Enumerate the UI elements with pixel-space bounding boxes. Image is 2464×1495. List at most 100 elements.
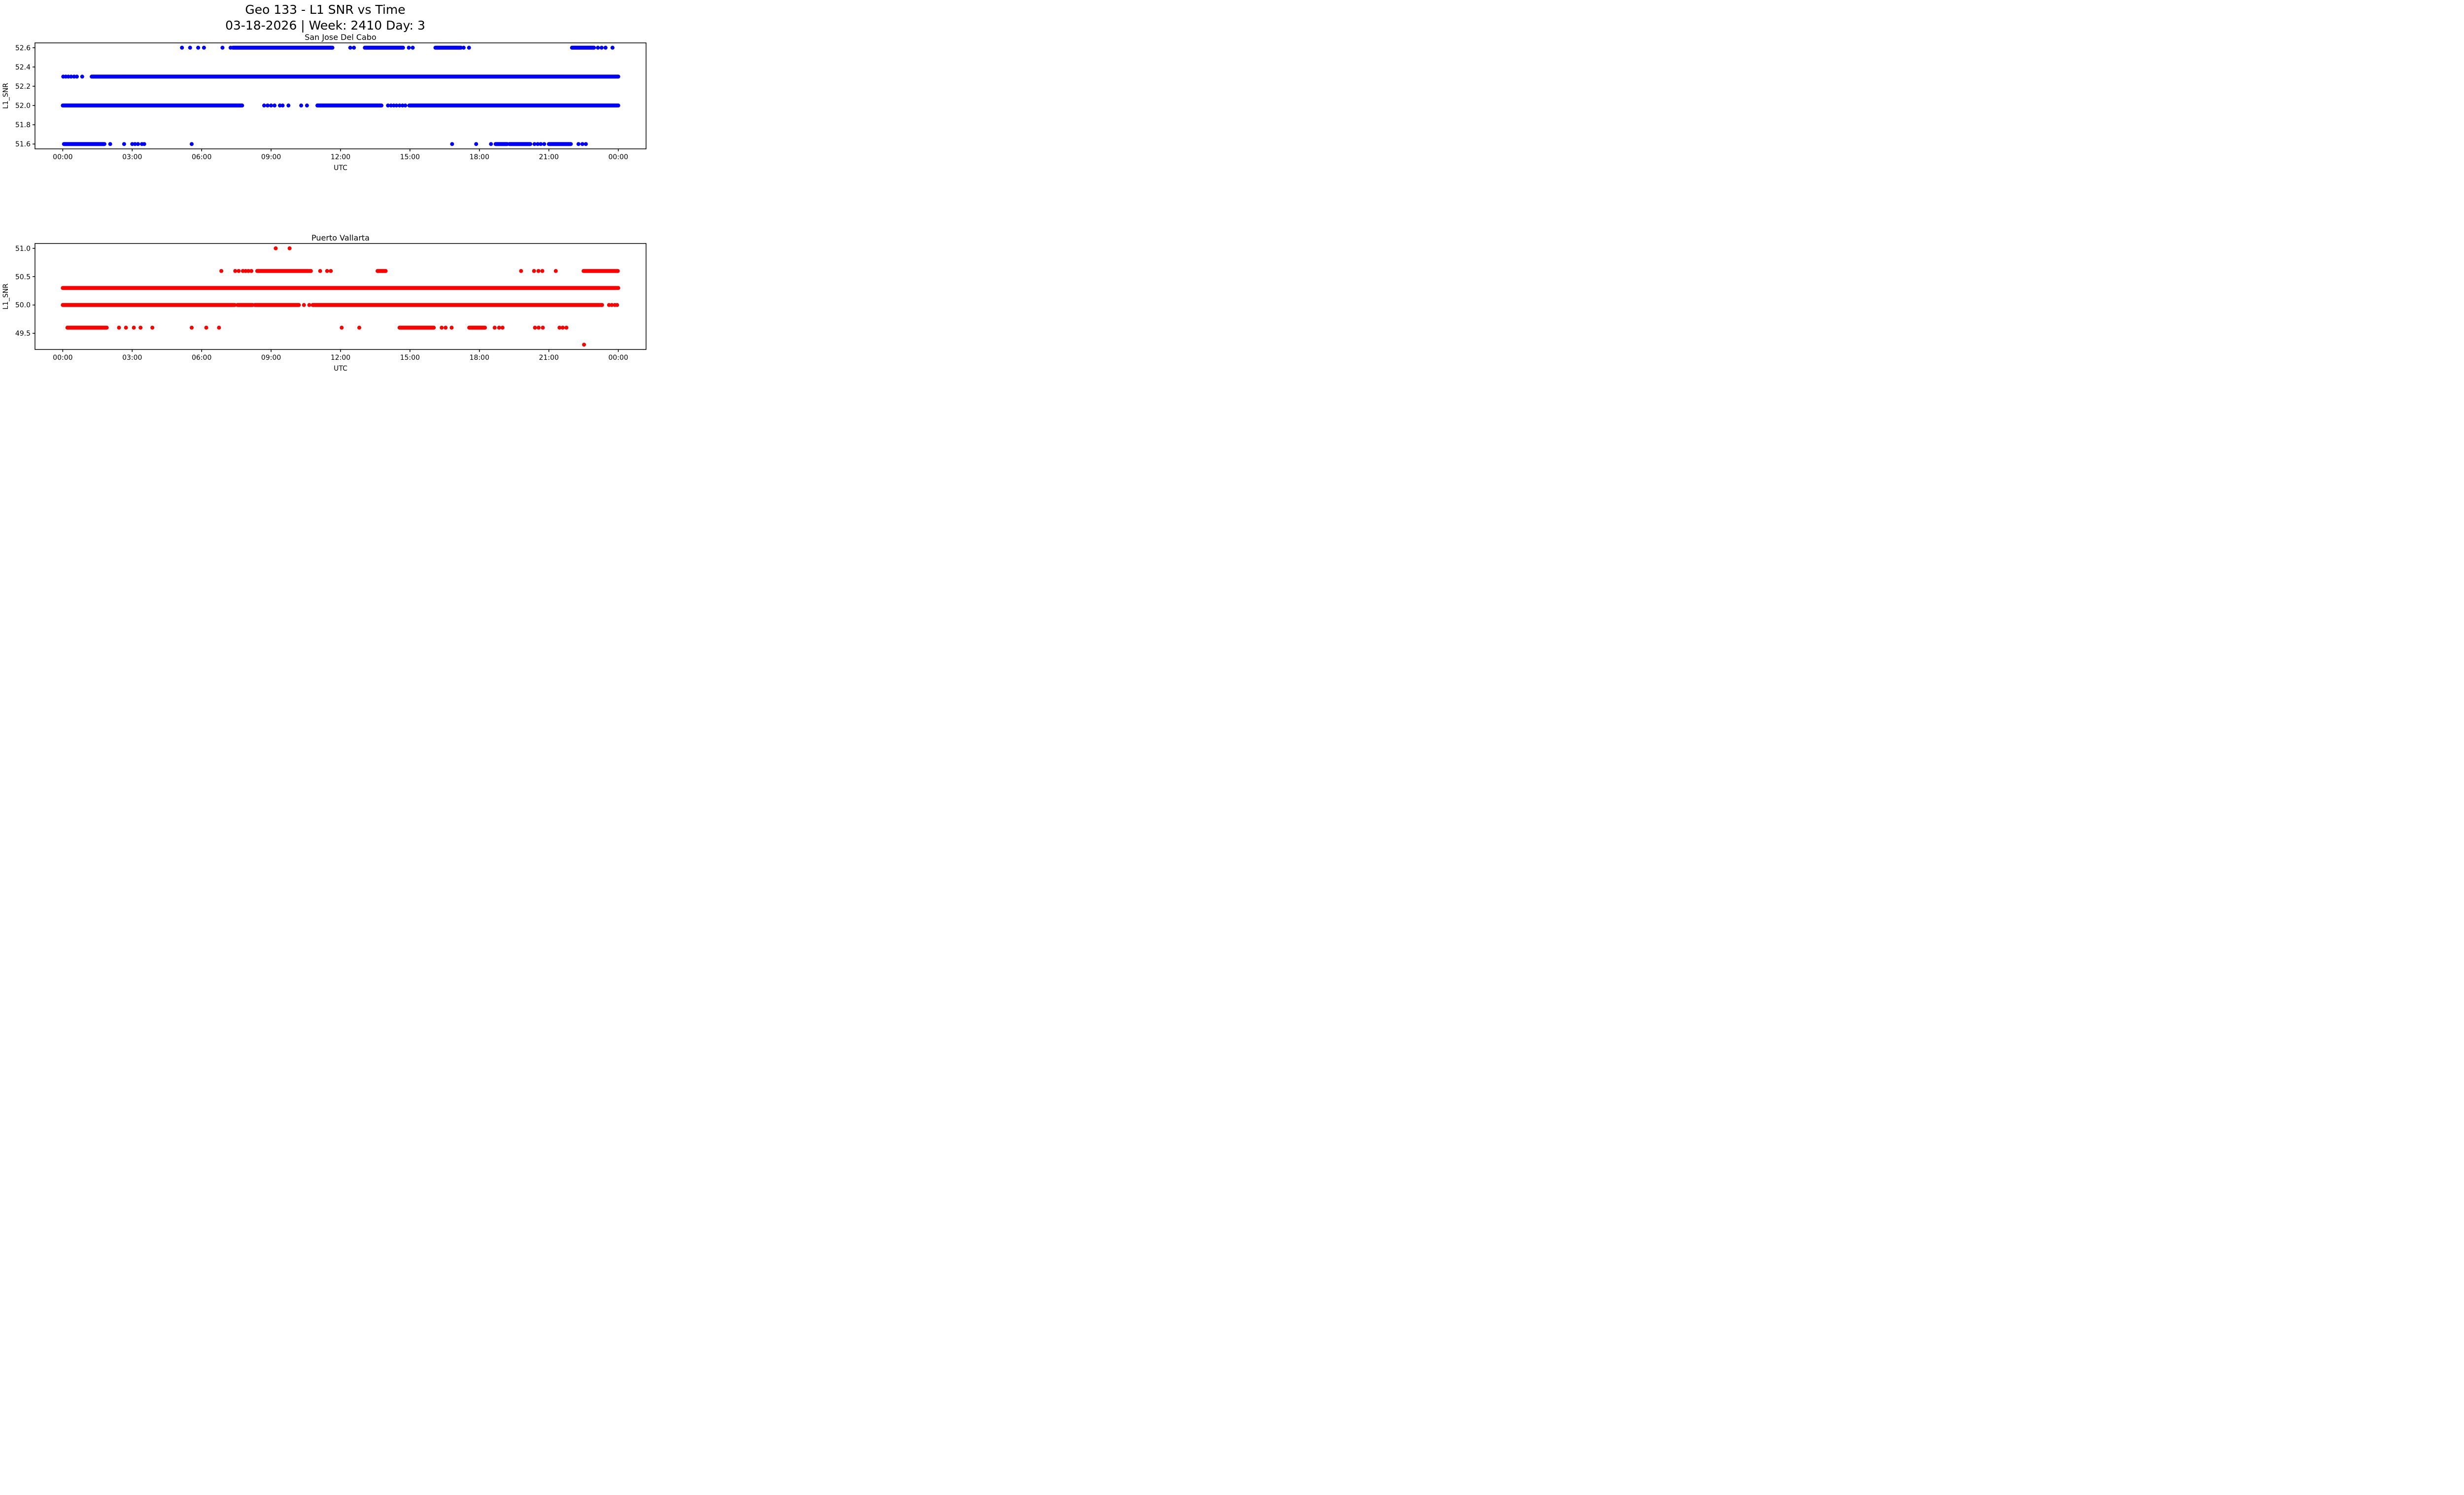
scatter-point [394,104,399,108]
scatter-point [489,142,493,146]
scatter-point [386,104,390,108]
x-tick-label: 06:00 [192,354,211,362]
scatter-point [138,325,143,330]
subplot-title-puerto-vallarta: Puerto Vallarta [311,233,370,243]
scatter-point [69,74,73,79]
scatter-point [582,343,586,347]
scatter-point [340,325,344,330]
scatter-point [124,325,128,330]
x-tick-label: 09:00 [261,354,281,362]
y-tick-label: 50.5 [15,273,31,281]
scatter-point [233,269,238,273]
scatter-point [348,45,352,50]
x-tick-label: 12:00 [331,153,350,161]
scatter-point [273,104,277,108]
scatter-point [440,325,444,330]
scatter-point [610,45,615,50]
scatter-point [189,142,194,146]
scatter-point [108,142,112,146]
scatter-point [610,303,614,307]
scatter-point [269,104,274,108]
scatter-point [277,104,282,108]
scatter-point [541,325,545,330]
scatter-point [400,104,405,108]
figure: Geo 133 - L1 SNR vs Time 03-18-2026 | We… [0,0,650,374]
scatter-point [532,142,537,146]
scatter-point [266,104,270,108]
scatter-point [217,325,221,330]
scatter-point [329,269,333,273]
scatter-point [580,142,584,146]
y-axis-label: L1_SNR [2,283,10,310]
scatter-point [352,45,356,50]
scatter-point [389,104,393,108]
scatter-point [249,269,254,273]
scatter-point [246,269,251,273]
scatter-point [136,142,140,146]
scatter-point [599,45,604,50]
scatter-point [564,325,569,330]
y-axis-label: L1_SNR [2,83,10,109]
y-tick-label: 51.8 [15,121,31,129]
scatter-point [533,325,537,330]
scatter-point [262,104,266,108]
axes-frame [34,243,647,350]
x-tick-label: 00:00 [53,153,72,161]
scatter-point [411,45,415,50]
figure-title-line1: Geo 133 - L1 SNR vs Time [245,2,406,17]
scatter-point [607,303,611,307]
scatter-point [202,45,206,50]
scatter-point [286,104,291,108]
scatter-point [188,45,192,50]
x-tick-label: 15:00 [400,153,420,161]
scatter-point [287,246,292,250]
scatter-point [603,45,608,50]
scatter-point [240,269,245,273]
scatter-point [492,325,497,330]
x-axis-label: UTC [334,164,347,172]
scatter-point [117,325,121,330]
x-tick-label: 18:00 [470,153,489,161]
scatter-point [325,269,329,273]
scatter-point [537,325,541,330]
y-tick-label: 49.5 [15,330,31,338]
scatter-point [189,325,194,330]
scatter-point [280,104,285,108]
x-tick-label: 03:00 [122,354,142,362]
scatter-point [449,325,454,330]
scatter-point [66,74,70,79]
axes-frame [34,42,647,149]
scatter-point [132,325,136,330]
scatter-point [467,45,471,50]
scatter-point [450,142,454,146]
scatter-point [237,269,241,273]
scatter-point [553,269,558,273]
x-axis-label: UTC [334,365,347,373]
scatter-point [461,45,466,50]
scatter-point [72,74,76,79]
scatter-point [196,45,201,50]
scatter-point [615,303,619,307]
y-tick-label: 52.6 [15,44,31,52]
scatter-point [220,45,225,50]
y-tick-label: 52.2 [15,83,31,91]
x-tick-label: 21:00 [539,354,559,362]
scatter-point [497,325,501,330]
scatter-point [204,325,208,330]
scatter-point [130,142,135,146]
scatter-point [307,303,311,307]
scatter-point [500,325,505,330]
y-tick-label: 52.4 [15,64,31,71]
scatter-point [357,325,362,330]
y-tick-label: 51.0 [15,245,31,253]
scatter-point [318,269,322,273]
x-tick-label: 21:00 [539,153,559,161]
y-tick-label: 51.6 [15,140,31,148]
x-tick-label: 03:00 [122,153,142,161]
scatter-point [80,74,84,79]
y-tick-label: 52.0 [15,102,31,110]
scatter-point [444,325,448,330]
x-tick-label: 00:00 [53,354,72,362]
scatter-point [407,45,411,50]
scatter-point [150,325,155,330]
